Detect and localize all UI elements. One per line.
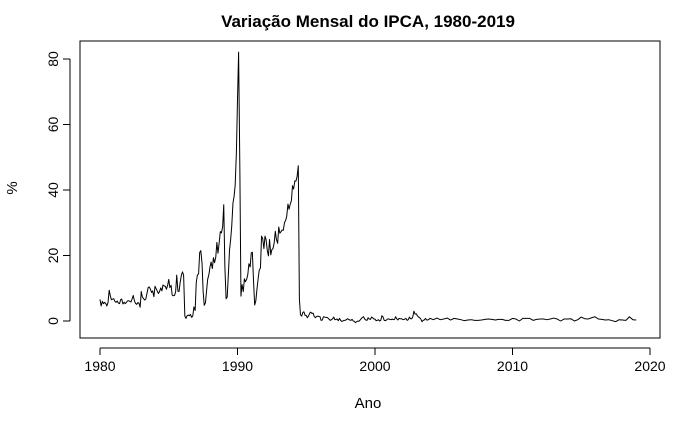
x-tick-label: 1990 [222,358,253,374]
x-axis-label: Ano [355,395,382,412]
y-tick-label: 80 [45,51,61,67]
x-tick-label: 2000 [359,358,390,374]
x-tick-label: 2010 [497,358,528,374]
y-axis-label: % [4,181,21,194]
y-tick-label: 60 [45,117,61,133]
y-tick-label: 20 [45,248,61,264]
x-axis: 1980 1990 2000 2010 2020 [84,347,666,374]
y-tick-label: 40 [45,182,61,198]
x-tick-label: 1980 [84,358,115,374]
chart-title: Variação Mensal do IPCA, 1980-2019 [221,12,515,31]
y-tick-label: 0 [45,317,61,325]
ipca-series-line [99,51,637,324]
y-axis: 0 20 40 60 80 [45,51,71,325]
plot-box [79,40,661,339]
x-tick-label: 2020 [634,358,665,374]
